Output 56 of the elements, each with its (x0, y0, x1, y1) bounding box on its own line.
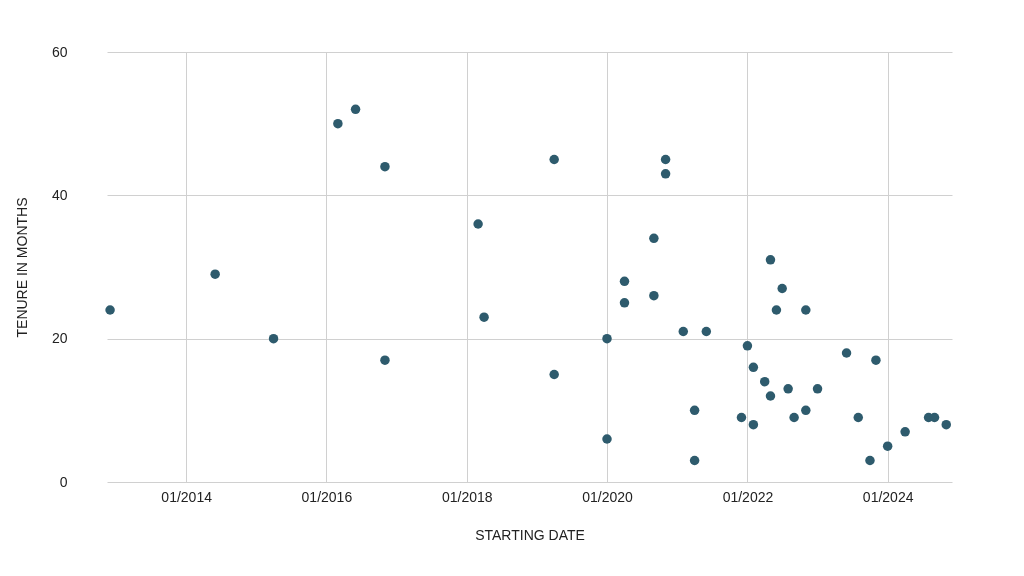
point (549, 154, 559, 165)
point (882, 441, 893, 451)
point (105, 305, 115, 315)
point (678, 326, 689, 337)
point (701, 326, 712, 337)
y-tick-label: 60 (51, 43, 68, 60)
point (777, 283, 787, 294)
point (771, 305, 782, 315)
point (689, 455, 700, 466)
point (783, 384, 793, 394)
y-tick-label: 40 (51, 186, 68, 203)
point (789, 412, 799, 423)
point (350, 104, 361, 115)
point (380, 161, 390, 172)
point (689, 405, 700, 416)
point (479, 312, 489, 322)
point (900, 427, 910, 437)
x-tick-label: 01/2018 (441, 488, 493, 505)
x-tick-label: 01/2024 (862, 488, 914, 505)
point (649, 290, 659, 301)
point (742, 341, 753, 351)
point (333, 118, 343, 129)
y-tick-label: 0 (59, 473, 68, 490)
x-tick-label: 01/2016 (301, 488, 353, 505)
point (660, 154, 671, 165)
point (602, 333, 612, 344)
point (801, 305, 811, 315)
point (380, 355, 390, 365)
point (765, 391, 776, 401)
point (649, 233, 659, 244)
point (853, 412, 863, 423)
point (619, 298, 630, 308)
point (473, 219, 483, 229)
point (812, 384, 823, 394)
point (748, 362, 759, 373)
y-axis-title: TENURE IN MONTHS (13, 197, 30, 338)
point (841, 348, 852, 358)
point (871, 355, 881, 365)
x-axis-title: STARTING DATE (475, 526, 585, 543)
point (268, 333, 279, 344)
x-tick-label: 01/2014 (161, 488, 213, 505)
point (549, 369, 559, 380)
point (865, 455, 875, 466)
point (210, 269, 220, 279)
x-tick-label: 01/2022 (722, 488, 774, 505)
x-tick-label: 01/2020 (582, 488, 634, 505)
point (765, 255, 776, 265)
point (736, 412, 747, 423)
point (619, 276, 630, 287)
point (660, 169, 671, 179)
point (941, 419, 951, 430)
point (602, 434, 612, 444)
point (759, 376, 770, 387)
point (801, 405, 811, 416)
point (748, 419, 759, 430)
y-tick-label: 20 (51, 330, 68, 347)
